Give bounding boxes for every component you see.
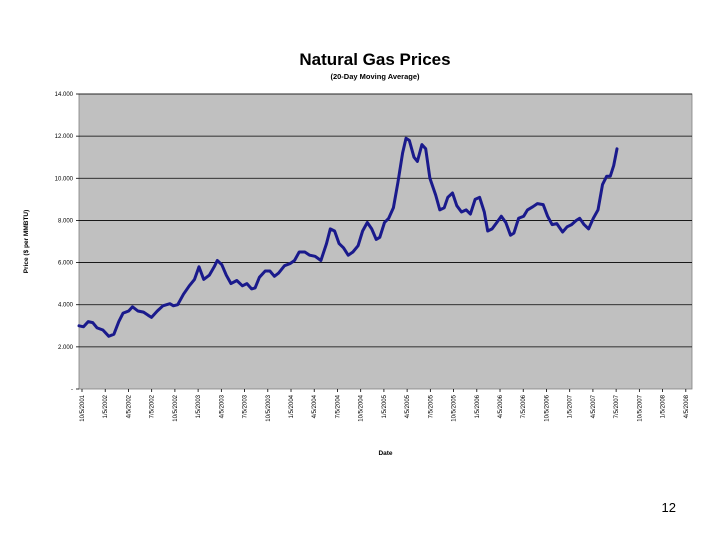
- x-tick-label: 7/5/2002: [150, 394, 156, 418]
- x-tick-label: 10/5/2005: [452, 394, 458, 421]
- chart-subtitle: (20-Day Moving Average): [330, 72, 420, 81]
- y-tick-label: 4.000: [58, 303, 74, 309]
- x-tick-label: 10/5/2003: [266, 394, 272, 421]
- plot-area: [78, 93, 693, 390]
- x-tick-label: 1/5/2006: [475, 394, 481, 418]
- x-tick-label: 1/5/2007: [568, 394, 574, 418]
- x-axis-ticks: 10/5/2001 1/5/2002 4/5/2002 7/5/2002 10/5/20…: [80, 389, 690, 422]
- x-tick-label: 4/5/2008: [684, 394, 690, 418]
- x-tick-label: 4/5/2006: [498, 394, 504, 418]
- x-tick-label: 10/5/2006: [544, 394, 550, 421]
- price-line: [77, 136, 619, 338]
- y-tick-label: 8.000: [58, 218, 74, 224]
- x-tick-label: 7/5/2004: [335, 394, 341, 418]
- y-tick-label: 2.000: [58, 345, 74, 351]
- x-tick-label: 10/5/2001: [80, 394, 86, 421]
- x-tick-label: 4/5/2003: [219, 394, 225, 418]
- x-tick-label: 4/5/2002: [126, 394, 132, 418]
- x-tick-label: 1/5/2005: [382, 394, 388, 418]
- x-tick-label: 7/5/2005: [428, 394, 434, 418]
- y-tick-label: -: [71, 387, 73, 393]
- y-tick-label: 6.000: [58, 261, 74, 267]
- y-axis-ticks: - 2.000 4.000 6.000 8.000 10.000 12.000 14.000: [55, 92, 79, 393]
- x-tick-label: 10/5/2004: [359, 394, 365, 421]
- y-tick-label: 12.000: [55, 134, 74, 140]
- page-number: 12: [661, 500, 676, 515]
- x-axis-label: Date: [378, 450, 392, 457]
- x-tick-label: 10/5/2007: [637, 394, 643, 421]
- x-tick-label: 7/5/2007: [614, 394, 620, 418]
- x-tick-label: 1/5/2008: [661, 394, 667, 418]
- x-tick-label: 7/5/2006: [521, 394, 527, 418]
- x-tick-label: 1/5/2002: [103, 394, 109, 418]
- x-tick-label: 1/5/2003: [196, 394, 202, 418]
- y-axis-label: Price ($ per MMBTU): [23, 210, 30, 274]
- chart-title: Natural Gas Prices: [299, 50, 451, 69]
- x-tick-label: 4/5/2005: [405, 394, 411, 418]
- x-tick-label: 10/5/2002: [173, 394, 179, 421]
- x-tick-label: 4/5/2004: [312, 394, 318, 418]
- x-tick-label: 7/5/2003: [243, 394, 249, 418]
- y-tick-label: 14.000: [55, 92, 74, 98]
- y-tick-label: 10.000: [55, 176, 74, 182]
- x-tick-label: 1/5/2004: [289, 394, 295, 418]
- x-tick-label: 4/5/2007: [591, 394, 597, 418]
- series-layer: [77, 136, 619, 338]
